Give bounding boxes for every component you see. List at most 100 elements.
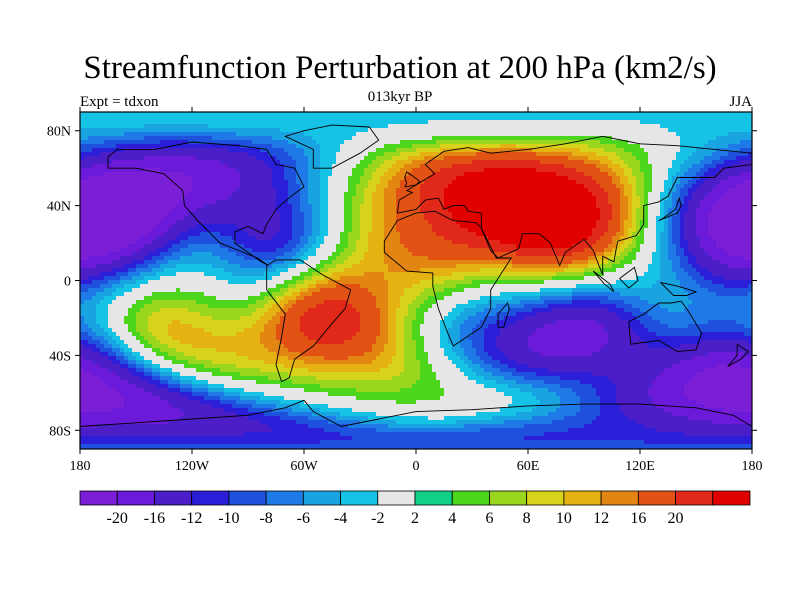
field-cell: [664, 408, 725, 413]
field-cell: [680, 208, 689, 213]
field-cell: [644, 236, 657, 241]
field-cell: [688, 240, 701, 245]
field-cell: [412, 252, 517, 257]
field-cell: [188, 236, 233, 241]
field-cell: [692, 264, 701, 269]
field-cell: [452, 292, 501, 297]
field-cell: [164, 256, 181, 261]
field-cell: [352, 172, 365, 177]
field-cell: [316, 252, 333, 257]
field-cell: [344, 260, 361, 265]
field-cell: [628, 216, 633, 221]
field-cell: [384, 348, 397, 353]
field-cell: [328, 188, 349, 193]
field-cell: [344, 212, 353, 217]
field-cell: [616, 400, 653, 405]
field-cell: [636, 256, 653, 261]
field-cell: [544, 432, 685, 437]
field-cell: [276, 188, 289, 193]
field-cell: [308, 424, 349, 429]
field-cell: [304, 232, 313, 237]
field-cell: [284, 252, 297, 257]
field-cell: [380, 328, 389, 333]
field-cell: [280, 416, 309, 421]
coastline-path: [628, 300, 703, 353]
field-cell: [112, 268, 129, 273]
field-cell: [560, 376, 609, 381]
field-cell: [348, 424, 389, 429]
field-cell: [312, 232, 321, 237]
field-cell: [280, 128, 369, 133]
field-cell: [620, 188, 625, 193]
field-cell: [80, 268, 113, 273]
field-cell: [120, 364, 129, 369]
field-cell: [456, 264, 513, 269]
field-cell: [80, 132, 125, 137]
field-cell: [572, 260, 589, 265]
field-cell: [80, 240, 137, 245]
field-cell: [284, 364, 389, 369]
field-cell: [368, 248, 385, 253]
field-cell: [356, 188, 365, 193]
field-cell: [620, 180, 629, 185]
field-cell: [288, 152, 305, 157]
field-cell: [484, 360, 501, 365]
field-cell: [348, 176, 361, 181]
field-cell: [292, 228, 305, 233]
field-cell: [680, 168, 689, 173]
field-cell: [316, 236, 325, 241]
field-cell: [308, 416, 337, 421]
field-cell: [608, 172, 617, 177]
field-cell: [460, 224, 597, 229]
field-cell: [668, 176, 673, 181]
field-cell: [684, 388, 752, 393]
field-cell: [592, 232, 605, 237]
field-cell: [524, 436, 752, 441]
field-cell: [428, 160, 473, 165]
field-cell: [272, 408, 293, 413]
field-cell: [688, 296, 752, 301]
field-cell: [340, 236, 349, 241]
field-cell: [144, 344, 153, 349]
field-cell: [680, 180, 689, 185]
field-cell: [80, 272, 101, 277]
field-cell: [596, 204, 613, 209]
field-cell: [724, 276, 752, 281]
field-cell: [352, 200, 365, 205]
field-cell: [388, 180, 401, 185]
field-cell: [536, 152, 573, 157]
field-cell: [132, 352, 141, 357]
field-cell: [420, 184, 449, 189]
field-cell: [112, 292, 125, 297]
field-cell: [404, 164, 421, 169]
field-cell: [148, 264, 161, 269]
field-cell: [432, 304, 457, 309]
field-cell: [512, 264, 569, 269]
field-cell: [596, 196, 609, 201]
field-cell: [180, 340, 261, 345]
field-cell: [644, 240, 657, 245]
field-cell: [504, 420, 553, 425]
field-cell: [652, 184, 665, 189]
field-cell: [700, 176, 709, 181]
field-cell: [600, 140, 629, 145]
field-cell: [712, 256, 745, 261]
field-cell: [404, 356, 417, 361]
field-cell: [252, 404, 277, 409]
field-cell: [132, 332, 141, 337]
field-cell: [648, 192, 661, 197]
field-cell: [420, 332, 441, 337]
field-cell: [588, 260, 601, 265]
field-cell: [632, 224, 637, 229]
field-cell: [540, 160, 585, 165]
field-cell: [652, 260, 661, 265]
field-cell: [612, 216, 621, 221]
field-cell: [152, 372, 161, 377]
field-cell: [80, 356, 85, 361]
field-cell: [172, 252, 193, 257]
field-cell: [168, 388, 181, 393]
field-cell: [180, 384, 193, 389]
field-cell: [512, 396, 537, 401]
field-cell: [240, 184, 273, 189]
field-cell: [116, 296, 145, 301]
